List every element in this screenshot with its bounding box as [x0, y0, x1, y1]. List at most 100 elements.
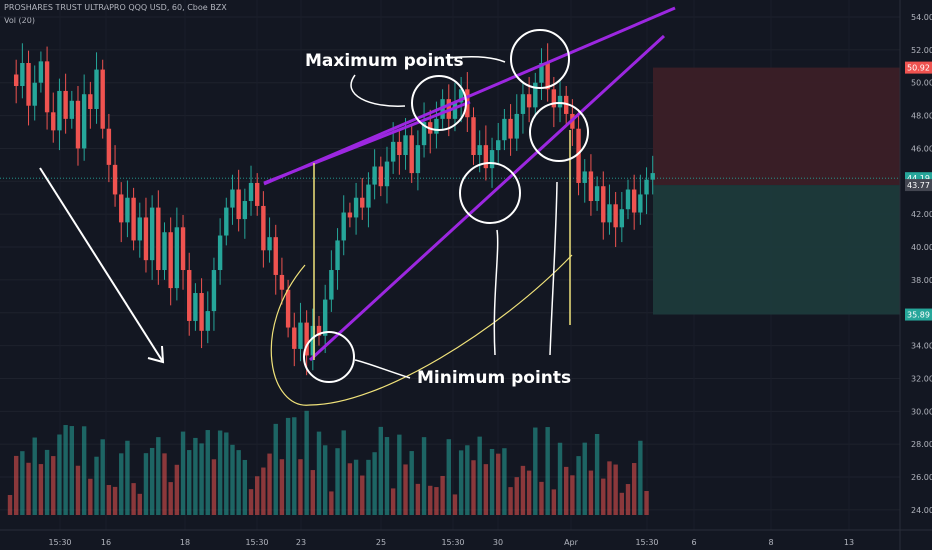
candle-body [644, 179, 649, 195]
volume-bar [638, 440, 643, 515]
candle-body [242, 201, 248, 220]
candle-body [63, 90, 68, 119]
candle-body [403, 135, 408, 156]
candle-body [458, 89, 464, 103]
candle-body [483, 145, 489, 169]
candle-body [187, 270, 192, 321]
candle-body [38, 61, 44, 83]
support-trendline [308, 34, 666, 362]
volume-bar [193, 437, 198, 515]
volume-bar [255, 476, 260, 515]
time-tick-label: 16 [101, 538, 111, 547]
candle-body [335, 240, 340, 271]
volume-bar [13, 455, 19, 515]
candle-body [248, 182, 254, 202]
volume-bar [63, 425, 68, 515]
volume-bar [619, 492, 625, 515]
price-tick-label: 52.00 [911, 46, 932, 55]
volume-bar [273, 423, 278, 515]
candle-body [20, 63, 25, 87]
volume-bar [279, 459, 285, 515]
volume-bar [607, 461, 612, 515]
candle-body [607, 204, 612, 223]
time-tick-label: 18 [180, 538, 190, 547]
volume-bar [360, 475, 365, 515]
candle-body [149, 207, 155, 261]
price-tick-label: 50.00 [911, 79, 932, 88]
min-arrow-up [493, 229, 499, 356]
candle-body [582, 171, 587, 183]
candle-body [119, 194, 124, 223]
candle-body [81, 94, 87, 149]
volume-bar [341, 430, 346, 515]
time-tick-label: 15:30 [48, 538, 71, 547]
point-circle [303, 331, 355, 383]
volume-bar [267, 453, 272, 515]
volume-bar [458, 450, 464, 515]
candle-body [520, 94, 526, 114]
maximum-points-label: Maximum points [305, 51, 464, 71]
candle-body [564, 95, 569, 114]
candle-body [94, 69, 99, 110]
volume-bar [483, 464, 489, 515]
volume-bar [44, 449, 50, 515]
volume-bar [168, 482, 173, 515]
volume-bar [187, 450, 192, 515]
candle-body [397, 141, 402, 156]
candle-body [366, 184, 371, 208]
volume-bar [514, 477, 519, 515]
candle-body [180, 227, 186, 271]
candle-body [638, 194, 643, 213]
volume-bar [471, 460, 476, 515]
volume-bar [440, 475, 445, 515]
time-tick-label: 25 [376, 538, 386, 547]
price-tick-label: 28.00 [911, 440, 932, 449]
time-tick-label: 6 [691, 538, 696, 547]
volume-bars [7, 410, 649, 515]
candle-body [261, 205, 266, 251]
candle-body [137, 217, 142, 241]
volume-bar [298, 459, 303, 515]
volume-bar [452, 494, 458, 515]
candle-body [329, 270, 334, 300]
price-tick-label: 38.00 [911, 276, 932, 285]
volume-bar [57, 434, 62, 515]
candle-body [539, 63, 544, 83]
candle-body [304, 322, 309, 356]
volume-bar [174, 464, 180, 515]
volume-bar [409, 451, 414, 515]
volume-bar [100, 439, 105, 515]
candle-body [471, 117, 476, 156]
volume-bar [230, 444, 235, 515]
volume-bar [384, 437, 390, 515]
volume-bar [576, 456, 581, 515]
time-axis: 15:30 16 18 15:30 23 25 15:30 30 Apr 15:30 6 8 13 [0, 529, 932, 547]
candle-body [384, 161, 390, 187]
candle-body [224, 207, 229, 236]
candle-body [51, 112, 56, 131]
price-axis: 54.0052.0050.0048.0046.0044.0042.0040.00… [899, 0, 932, 550]
candle-body [292, 327, 297, 349]
candle-body [650, 173, 655, 180]
candle-body [322, 299, 328, 336]
candle-body [193, 293, 198, 321]
time-tick-label: 13 [844, 538, 854, 547]
price-tick-label: 40.00 [911, 243, 932, 252]
volume-bar [353, 459, 359, 515]
candle-body [576, 128, 581, 183]
candle-body [298, 322, 303, 349]
candle-body [409, 135, 414, 174]
volume-bar [508, 487, 513, 515]
volume-bar [526, 470, 532, 515]
minimum-points-label: Minimum points [417, 368, 571, 388]
volume-bar [601, 478, 606, 515]
candle-body [526, 94, 532, 108]
candle-body [619, 209, 625, 228]
candle-body [100, 69, 105, 129]
volume-bar [570, 475, 575, 515]
entry-price-label: 43.77 [907, 181, 930, 190]
candle-body [162, 232, 167, 271]
price-tick-label: 34.00 [911, 342, 932, 351]
candle-body [267, 237, 272, 251]
